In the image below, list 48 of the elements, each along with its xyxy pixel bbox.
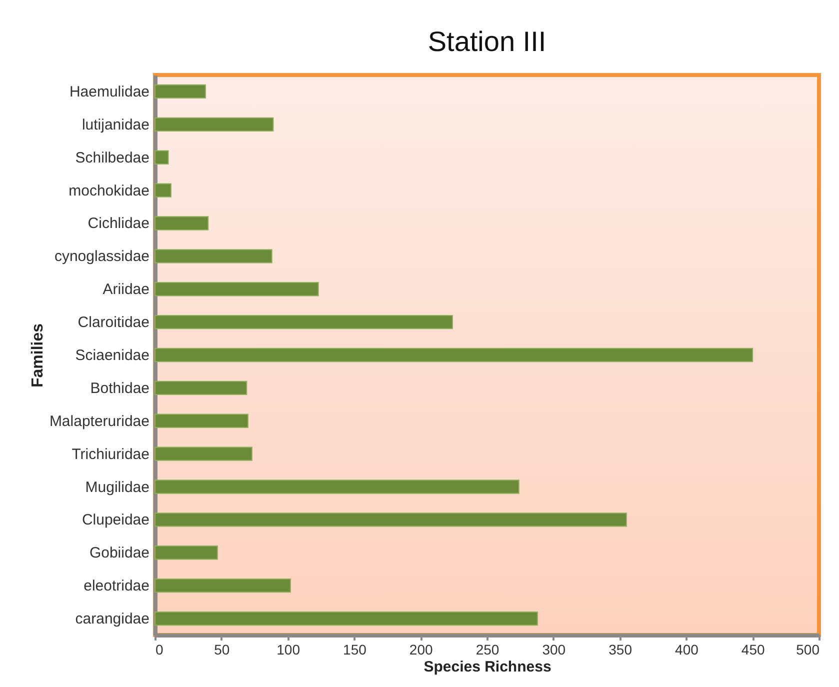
x-tick-label: 400	[675, 642, 699, 658]
y-tick-label: Ariidae	[102, 281, 150, 298]
y-tick-label: cynoglassidae	[54, 248, 150, 266]
bar	[154, 512, 627, 527]
bar	[154, 578, 291, 593]
y-tick-label: lutijanidae	[82, 116, 150, 134]
bar	[154, 282, 319, 296]
bar	[154, 314, 453, 330]
x-tick-label: 0	[156, 642, 164, 658]
y-tick-label: Claroitidae	[78, 314, 150, 332]
x-tick-label: 500	[796, 642, 820, 658]
bar	[154, 150, 169, 164]
y-tick-label: Gobiidae	[89, 544, 150, 562]
bar	[154, 611, 538, 626]
bar	[154, 183, 172, 198]
x-tick-label: 150	[343, 642, 367, 658]
x-tick-label: 200	[409, 642, 433, 658]
x-tick-label: 100	[276, 642, 300, 658]
y-tick-label: Bothidae	[90, 380, 150, 397]
y-tick-label: Malapteruridae	[49, 412, 150, 430]
y-tick-label: Clupeidae	[82, 512, 150, 529]
y-tick-label: eleotridae	[84, 578, 150, 595]
y-tick-label: mochokidae	[68, 182, 150, 200]
x-tick-label: 250	[476, 642, 500, 658]
x-tick-label: 350	[608, 642, 632, 658]
y-tick-label: Mugilidae	[85, 478, 150, 496]
y-tick-label: Trichiuridae	[72, 446, 150, 463]
bar	[154, 546, 218, 560]
bar	[154, 84, 206, 99]
y-tick-label: Haemulidae	[69, 83, 150, 100]
bar	[154, 348, 754, 362]
y-tick-label: Schilbedae	[75, 149, 150, 166]
chart-title: Station III	[428, 26, 546, 57]
x-tick-label: 450	[741, 642, 765, 658]
bar	[154, 480, 520, 494]
bar	[154, 380, 248, 396]
bar	[154, 446, 252, 461]
x-tick-label: 50	[214, 642, 230, 658]
y-axis-title: Families	[29, 323, 46, 388]
bar	[154, 216, 209, 230]
y-tick-label: carangidae	[75, 610, 150, 628]
y-tick-label: Sciaenidae	[75, 347, 150, 364]
x-axis-title: Species Richness	[424, 658, 552, 676]
y-tick-label: Cichlidae	[88, 215, 150, 232]
bar	[154, 249, 272, 264]
bar	[154, 117, 274, 132]
x-tick-label: 300	[542, 642, 566, 658]
bar	[154, 414, 248, 428]
